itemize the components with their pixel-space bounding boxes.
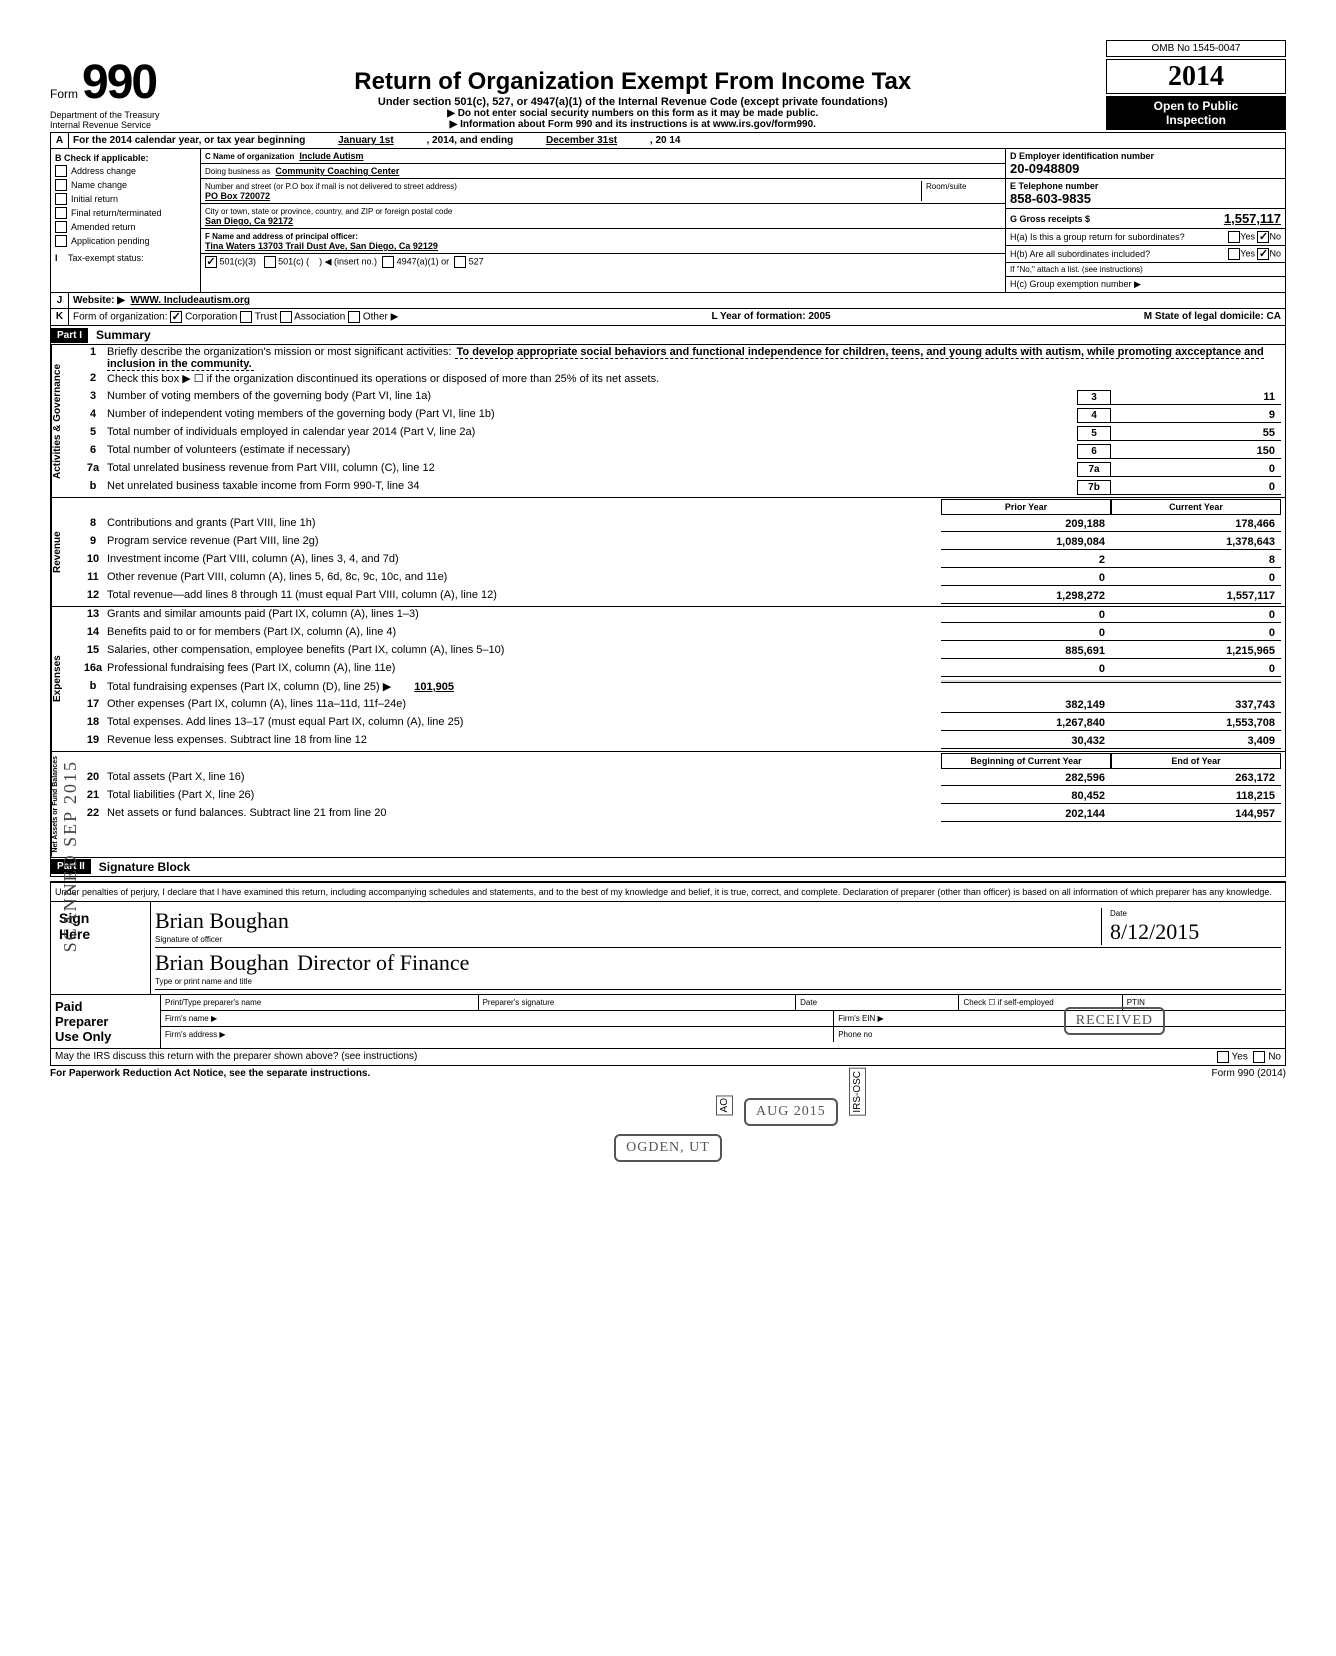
- officer-title: Director of Finance: [297, 950, 469, 975]
- website: WWW. Includeautism.org: [131, 295, 250, 306]
- v3: 11: [1111, 390, 1281, 405]
- tab-net-assets: Net Assets or Fund Balances: [51, 752, 75, 857]
- signature-block: Under penalties of perjury, I declare th…: [50, 881, 1286, 995]
- form-990-ref: Form 990 (2014): [1212, 1068, 1286, 1127]
- street-address: PO Box 720072: [205, 191, 270, 201]
- chk-ha-no[interactable]: [1257, 231, 1269, 243]
- line-j: J Website: ▶ WWW. Includeautism.org: [50, 293, 1286, 309]
- v4: 9: [1111, 408, 1281, 423]
- perjury-declaration: Under penalties of perjury, I declare th…: [51, 883, 1285, 902]
- header-grid: B Check if applicable: Address change Na…: [50, 149, 1286, 293]
- part-ii-header: Part II Signature Block: [50, 858, 1286, 877]
- form-title: Return of Organization Exempt From Incom…: [160, 68, 1106, 96]
- fundraising-total: 101,905: [394, 681, 474, 693]
- chk-other[interactable]: [348, 311, 360, 323]
- part-i-header: Part I Summary: [50, 326, 1286, 345]
- chk-501c[interactable]: [264, 256, 276, 268]
- chk-corp[interactable]: [170, 311, 182, 323]
- dept-line1: Department of the Treasury: [50, 110, 160, 120]
- tab-activities: Activities & Governance: [51, 345, 75, 497]
- chk-final-return[interactable]: [55, 207, 67, 219]
- chk-address-change[interactable]: [55, 165, 67, 177]
- revenue-section: Revenue Prior YearCurrent Year 8Contribu…: [50, 498, 1286, 607]
- irs-osc-stamp: IRS-OSC: [849, 1068, 866, 1116]
- city-state-zip: San Diego, Ca 92172: [205, 216, 293, 226]
- form-header: Form 990 Department of the Treasury Inte…: [50, 40, 1286, 133]
- chk-hb-no[interactable]: [1257, 248, 1269, 260]
- chk-name-change[interactable]: [55, 179, 67, 191]
- expenses-section: Expenses 13Grants and similar amounts pa…: [50, 607, 1286, 752]
- paid-preparer-block: Paid Preparer Use Only Print/Type prepar…: [50, 995, 1286, 1049]
- ogden-stamp: OGDEN, UT: [614, 1134, 722, 1162]
- may-discuss-row: May the IRS discuss this return with the…: [50, 1049, 1286, 1066]
- year-formation: 2005: [808, 311, 830, 322]
- chk-ha-yes[interactable]: [1228, 231, 1240, 243]
- omb-number: OMB No 1545-0047: [1106, 40, 1286, 57]
- net-assets-section: Net Assets or Fund Balances Beginning of…: [50, 752, 1286, 858]
- sign-date: 8/12/2015: [1110, 919, 1199, 944]
- subtitle-3: ▶ Information about Form 990 and its ins…: [160, 119, 1106, 130]
- chk-hb-yes[interactable]: [1228, 248, 1240, 260]
- v7b: 0: [1111, 480, 1281, 495]
- chk-501c3[interactable]: [205, 256, 217, 268]
- form-year: 2014: [1106, 59, 1286, 94]
- dba-name: Community Coaching Center: [275, 166, 399, 176]
- ao-stamp: AO: [716, 1095, 733, 1115]
- gross-receipts: 1,557,117: [1224, 211, 1281, 226]
- tab-revenue: Revenue: [51, 498, 75, 606]
- chk-discuss-yes[interactable]: [1217, 1051, 1229, 1063]
- dept-line2: Internal Revenue Service: [50, 120, 160, 130]
- chk-initial-return[interactable]: [55, 193, 67, 205]
- paid-preparer-label: Paid Preparer Use Only: [51, 995, 161, 1048]
- chk-4947[interactable]: [382, 256, 394, 268]
- chk-discuss-no[interactable]: [1253, 1051, 1265, 1063]
- telephone: 858-603-9835: [1010, 191, 1091, 206]
- tab-expenses: Expenses: [51, 607, 75, 751]
- principal-officer: Tina Waters 13703 Trail Dust Ave, San Di…: [205, 241, 438, 251]
- chk-trust[interactable]: [240, 311, 252, 323]
- chk-amended[interactable]: [55, 221, 67, 233]
- ein: 20-0948809: [1010, 161, 1079, 176]
- v5: 55: [1111, 426, 1281, 441]
- received-stamp: RECEIVED: [1064, 1007, 1165, 1035]
- activities-governance: Activities & Governance 1Briefly describ…: [50, 345, 1286, 498]
- officer-signature: Brian Boughan: [155, 908, 289, 933]
- chk-assoc[interactable]: [280, 311, 292, 323]
- officer-name: Brian Boughan: [155, 950, 289, 975]
- state-domicile: CA: [1267, 311, 1281, 322]
- open-inspection: Open to PublicInspection: [1106, 96, 1286, 130]
- chk-527[interactable]: [454, 256, 466, 268]
- line-k: K Form of organization: Corporation Trus…: [50, 309, 1286, 326]
- aug-stamp: AUG 2015: [744, 1098, 838, 1126]
- v7a: 0: [1111, 462, 1281, 477]
- org-name: Include Autism: [299, 151, 363, 161]
- chk-app-pending[interactable]: [55, 235, 67, 247]
- line-a: A For the 2014 calendar year, or tax yea…: [50, 133, 1286, 149]
- form-word: Form: [50, 87, 78, 101]
- v6: 150: [1111, 444, 1281, 459]
- subtitle-2: ▶ Do not enter social security numbers o…: [160, 108, 1106, 119]
- subtitle-1: Under section 501(c), 527, or 4947(a)(1)…: [160, 96, 1106, 108]
- form-number: 990: [82, 55, 156, 110]
- footer: For Paperwork Reduction Act Notice, see …: [50, 1066, 1286, 1129]
